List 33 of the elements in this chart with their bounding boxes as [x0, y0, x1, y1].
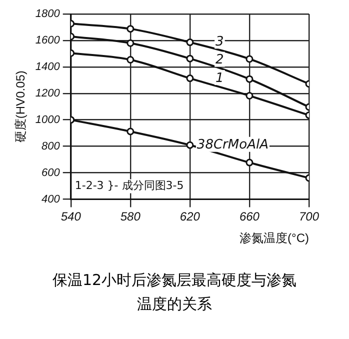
y-tick-label: 1600: [35, 34, 61, 47]
y-tick-label: 1000: [35, 114, 61, 126]
point: [246, 55, 254, 63]
series-label: 1: [216, 70, 224, 86]
point: [246, 75, 254, 83]
y-tick-label: 600: [42, 166, 61, 179]
y-tick-label: 400: [42, 193, 61, 206]
annotation: 1-2-3 }- 成分同图3-5: [74, 179, 184, 192]
series-label: 3: [216, 34, 224, 50]
y-tick-label: 1400: [35, 60, 61, 73]
y-tick-label: 800: [42, 140, 61, 152]
point: [186, 54, 194, 62]
point: [126, 56, 134, 64]
point: [186, 74, 194, 82]
y-axis-title: 硬度(HV0.05): [14, 70, 28, 143]
point: [186, 38, 194, 46]
point: [186, 141, 194, 149]
x-tick-label: 540: [60, 210, 82, 224]
y-tick-label: 1200: [35, 87, 61, 100]
x-tick-label: 620: [180, 210, 200, 224]
x-tick-label: 660: [239, 210, 260, 224]
x-tick-label: 700: [298, 210, 320, 224]
text: 保温12小时后渗氮层最高硬度与渗氮温度的关系: [51, 270, 298, 315]
point: [246, 92, 254, 100]
y-tick-label: 1800: [35, 8, 61, 20]
point: [126, 25, 134, 33]
x-tick-label: 580: [120, 210, 141, 224]
point: [246, 158, 254, 166]
x-axis-title: 渗氮温度(°C): [240, 231, 309, 246]
point: [126, 39, 134, 47]
series-label: 38CrMoAlA: [196, 138, 268, 153]
series-label: 2: [216, 52, 224, 68]
point: [126, 128, 134, 136]
